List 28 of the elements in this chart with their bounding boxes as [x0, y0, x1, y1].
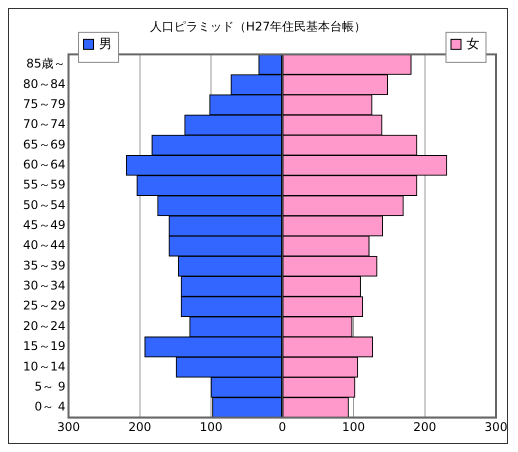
y-tick-label: 50～54 — [22, 198, 66, 212]
y-tick-label: 60～64 — [22, 158, 66, 172]
y-tick-label: 55～59 — [22, 178, 66, 192]
y-tick-label: 75～79 — [22, 96, 66, 111]
x-tick-label: 200 — [128, 420, 152, 434]
y-tick-label: 10～14 — [22, 359, 66, 374]
y-tick-label: 80～84 — [22, 76, 66, 91]
legend-label: 女 — [466, 36, 480, 52]
y-tick-label: 5～ 9 — [34, 379, 66, 394]
y-tick-label: 0～ 4 — [34, 400, 66, 414]
y-tick-label: 45～49 — [22, 218, 66, 232]
x-tick-label: 300 — [484, 420, 508, 434]
y-tick-label: 65～69 — [22, 137, 66, 152]
y-tick-label: 30～34 — [22, 278, 66, 293]
x-tick-label: 100 — [342, 420, 365, 434]
x-tick-label: 100 — [200, 420, 222, 434]
y-tick-label: 70～74 — [22, 117, 66, 132]
x-tick-label: 0 — [278, 420, 286, 434]
x-tick-label: 300 — [57, 420, 80, 434]
y-tick-label: 25～29 — [22, 298, 66, 313]
legend-label: 男 — [99, 36, 112, 52]
y-tick-label: 85歳～ — [26, 56, 66, 71]
y-tick-label: 35～39 — [22, 258, 66, 272]
y-tick-label: 20～24 — [22, 318, 66, 333]
y-tick-label: 40～44 — [22, 238, 66, 252]
y-tick-label: 15～19 — [22, 339, 66, 354]
x-tick-label: 200 — [413, 420, 436, 434]
chart-title: 人口ピラミッド（H27年住民基本台帳） — [150, 19, 366, 34]
